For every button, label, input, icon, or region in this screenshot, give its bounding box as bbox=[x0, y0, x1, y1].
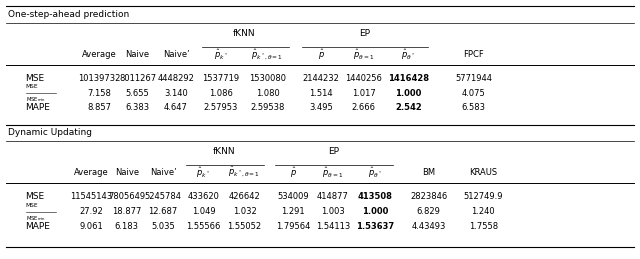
Text: 1530080: 1530080 bbox=[249, 74, 286, 83]
Text: MSE: MSE bbox=[26, 84, 38, 89]
Text: 1.55566: 1.55566 bbox=[186, 222, 221, 231]
Text: 1537719: 1537719 bbox=[202, 74, 239, 83]
Text: $\hat{p}_{\theta=1}$: $\hat{p}_{\theta=1}$ bbox=[353, 48, 374, 62]
Text: 2.542: 2.542 bbox=[395, 103, 422, 112]
Text: 1.080: 1.080 bbox=[255, 89, 280, 98]
Text: MSE: MSE bbox=[26, 203, 38, 208]
Text: MSE: MSE bbox=[26, 192, 45, 201]
Text: 6.183: 6.183 bbox=[115, 222, 139, 231]
Text: $\hat{p}_{\theta=1}$: $\hat{p}_{\theta=1}$ bbox=[322, 165, 344, 179]
Text: 8011267: 8011267 bbox=[119, 74, 156, 83]
Text: 11545143: 11545143 bbox=[70, 192, 112, 201]
Text: MAPE: MAPE bbox=[26, 103, 51, 112]
Text: $\hat{p}_{\theta^*}$: $\hat{p}_{\theta^*}$ bbox=[368, 165, 382, 179]
Text: 2823846: 2823846 bbox=[410, 192, 447, 201]
Text: 18.877: 18.877 bbox=[112, 207, 141, 216]
Text: Average: Average bbox=[74, 168, 108, 177]
Text: 1.000: 1.000 bbox=[362, 207, 388, 216]
Text: 1.55052: 1.55052 bbox=[227, 222, 262, 231]
Text: 5771944: 5771944 bbox=[455, 74, 492, 83]
Text: $\hat{p}$: $\hat{p}$ bbox=[290, 165, 296, 179]
Text: 9.061: 9.061 bbox=[79, 222, 103, 231]
Text: EP: EP bbox=[328, 147, 340, 156]
Text: 5.035: 5.035 bbox=[151, 222, 175, 231]
Text: 433620: 433620 bbox=[188, 192, 220, 201]
Text: BM: BM bbox=[422, 168, 435, 177]
Text: 512749.9: 512749.9 bbox=[463, 192, 503, 201]
Text: 6.583: 6.583 bbox=[461, 103, 486, 112]
Text: KRAUS: KRAUS bbox=[469, 168, 497, 177]
Text: EP: EP bbox=[359, 29, 371, 38]
Text: Naive’: Naive’ bbox=[163, 51, 189, 59]
Text: MAPE: MAPE bbox=[26, 222, 51, 231]
Text: Naive: Naive bbox=[125, 51, 150, 59]
Text: 1.53637: 1.53637 bbox=[356, 222, 394, 231]
Text: Naive’: Naive’ bbox=[150, 168, 177, 177]
Text: 1.049: 1.049 bbox=[192, 207, 215, 216]
Text: 12.687: 12.687 bbox=[148, 207, 178, 216]
Text: $\hat{p}_{\theta^*}$: $\hat{p}_{\theta^*}$ bbox=[401, 48, 415, 62]
Text: 3.495: 3.495 bbox=[309, 103, 333, 112]
Text: $\hat{p}_{k^*,\theta=1}$: $\hat{p}_{k^*,\theta=1}$ bbox=[228, 165, 260, 179]
Text: 1.086: 1.086 bbox=[209, 89, 233, 98]
Text: 3.140: 3.140 bbox=[164, 89, 188, 98]
Text: 413508: 413508 bbox=[358, 192, 392, 201]
Text: 8.857: 8.857 bbox=[87, 103, 111, 112]
Text: One-step-ahead prediction: One-step-ahead prediction bbox=[8, 10, 129, 19]
Text: 4.075: 4.075 bbox=[461, 89, 486, 98]
Text: $\hat{p}_{k^*}$: $\hat{p}_{k^*}$ bbox=[196, 165, 211, 179]
Text: 1.003: 1.003 bbox=[321, 207, 345, 216]
Text: fKNN: fKNN bbox=[212, 147, 236, 156]
Text: MSE$_{\mathrm{min}}$: MSE$_{\mathrm{min}}$ bbox=[26, 214, 45, 223]
Text: 5.655: 5.655 bbox=[125, 89, 150, 98]
Text: 2.59538: 2.59538 bbox=[250, 103, 285, 112]
Text: 2.57953: 2.57953 bbox=[204, 103, 238, 112]
Text: FPCF: FPCF bbox=[463, 51, 484, 59]
Text: 5245784: 5245784 bbox=[145, 192, 182, 201]
Text: 10139732: 10139732 bbox=[78, 74, 120, 83]
Text: 1.000: 1.000 bbox=[395, 89, 422, 98]
Text: $\hat{p}$: $\hat{p}$ bbox=[318, 48, 324, 62]
Text: Average: Average bbox=[82, 51, 116, 59]
Text: MSE$_{\mathrm{min}}$: MSE$_{\mathrm{min}}$ bbox=[26, 95, 45, 104]
Text: 27.92: 27.92 bbox=[79, 207, 103, 216]
Text: $\hat{p}_{k^*}$: $\hat{p}_{k^*}$ bbox=[214, 48, 228, 62]
Text: 7.158: 7.158 bbox=[87, 89, 111, 98]
Text: 1.017: 1.017 bbox=[351, 89, 376, 98]
Text: 4.647: 4.647 bbox=[164, 103, 188, 112]
Text: 7805649: 7805649 bbox=[108, 192, 145, 201]
Text: 534009: 534009 bbox=[277, 192, 309, 201]
Text: 1440256: 1440256 bbox=[345, 74, 382, 83]
Text: 414877: 414877 bbox=[317, 192, 349, 201]
Text: 1.7558: 1.7558 bbox=[468, 222, 498, 231]
Text: 2144232: 2144232 bbox=[303, 74, 340, 83]
Text: 6.383: 6.383 bbox=[125, 103, 150, 112]
Text: 4.43493: 4.43493 bbox=[412, 222, 446, 231]
Text: MSE: MSE bbox=[26, 74, 45, 83]
Text: Naive: Naive bbox=[115, 168, 139, 177]
Text: Dynamic Updating: Dynamic Updating bbox=[8, 128, 92, 137]
Text: 426642: 426642 bbox=[228, 192, 260, 201]
Text: 1.514: 1.514 bbox=[310, 89, 333, 98]
Text: 1416428: 1416428 bbox=[388, 74, 429, 83]
Text: 1.291: 1.291 bbox=[282, 207, 305, 216]
Text: 1.79564: 1.79564 bbox=[276, 222, 310, 231]
Text: 1.032: 1.032 bbox=[232, 207, 257, 216]
Text: $\hat{p}_{k^*,\theta=1}$: $\hat{p}_{k^*,\theta=1}$ bbox=[252, 48, 284, 62]
Text: fKNN: fKNN bbox=[233, 29, 255, 38]
Text: 1.54113: 1.54113 bbox=[316, 222, 350, 231]
Text: 4448292: 4448292 bbox=[157, 74, 195, 83]
Text: 1.240: 1.240 bbox=[472, 207, 495, 216]
Text: 2.666: 2.666 bbox=[351, 103, 376, 112]
Text: 6.829: 6.829 bbox=[417, 207, 441, 216]
